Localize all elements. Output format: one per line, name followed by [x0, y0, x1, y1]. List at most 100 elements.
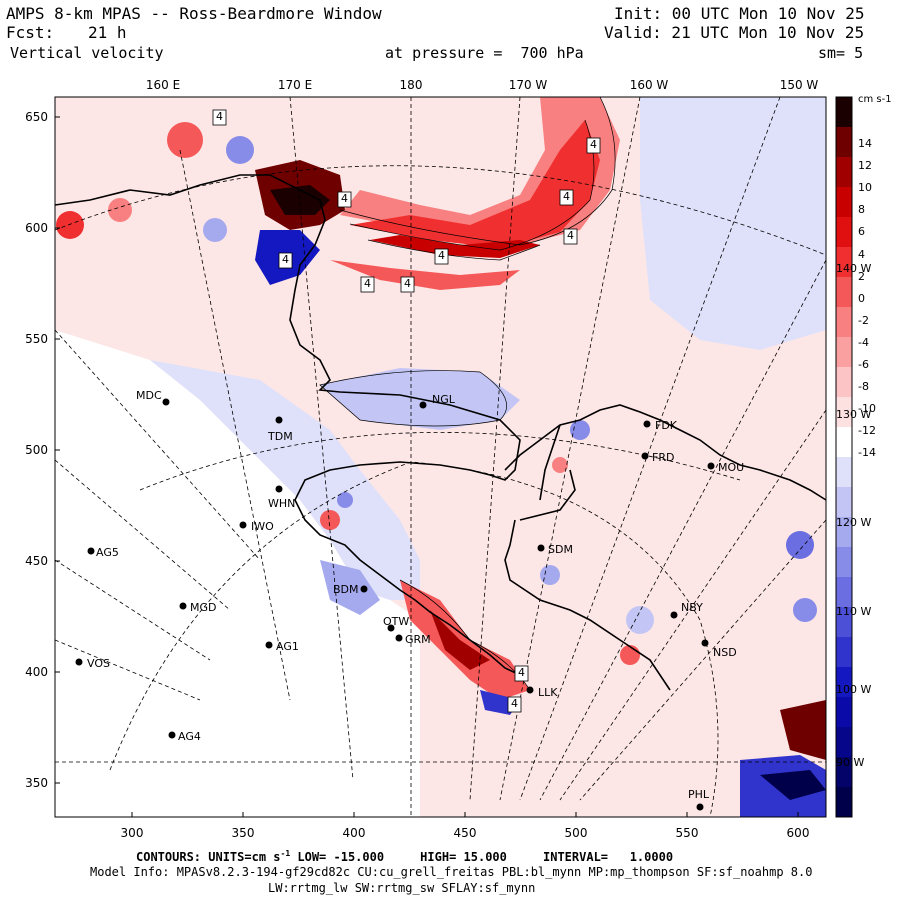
y-tick-label: 400	[25, 665, 48, 679]
colorbar-swatch	[836, 427, 852, 458]
contour-label: 4	[341, 192, 348, 205]
contour-label: 4	[563, 190, 570, 203]
colorbar-swatch	[836, 217, 852, 248]
station-dot-LLK	[526, 686, 534, 694]
y-tick-label: 350	[25, 776, 48, 790]
station-dot-AG4	[168, 731, 176, 739]
colorbar-label: 12	[858, 159, 872, 173]
colorbar-swatch	[836, 457, 852, 488]
colorbar-swatch	[836, 577, 852, 608]
station-label-MOU: MOU	[718, 461, 745, 474]
colorbar-swatch	[836, 757, 852, 788]
smoothing-value: sm= 5	[818, 44, 864, 62]
station-dot-AG5	[87, 547, 95, 555]
x-tick-label: 400	[342, 826, 366, 840]
station-dot-VOS	[75, 658, 83, 666]
colorbar-swatch	[836, 397, 852, 428]
colorbar-swatch	[836, 487, 852, 518]
station-dot-GRM	[395, 634, 403, 642]
colorbar-label: -2	[858, 313, 869, 327]
station-label-AG4: AG4	[178, 730, 201, 743]
station-dot-IWO	[239, 521, 247, 529]
colorbar-label: 4	[858, 247, 865, 261]
contour-label: 4	[404, 277, 411, 290]
colorbar-swatch	[836, 337, 852, 368]
station-label-BDM: BDM	[333, 583, 359, 596]
station-dot-SDM	[537, 544, 545, 552]
colorbar-swatch	[836, 307, 852, 338]
station-label-IWO: IWO	[251, 520, 274, 533]
y-tick-label: 650	[25, 110, 48, 124]
pressure-level: at pressure = 700 hPa	[385, 44, 584, 62]
station-dot-BDM	[360, 585, 368, 593]
station-dot-FDK	[643, 420, 651, 428]
station-label-MGD: MGD	[190, 601, 217, 614]
init-time: Init: 00 UTC Mon 10 Nov 25	[614, 4, 865, 23]
x-tick-label: 450	[453, 826, 477, 840]
x-tick-label: 500	[564, 826, 588, 840]
station-dot-NGL	[419, 401, 427, 409]
contour-label: 4	[567, 229, 574, 242]
contour-label-boxes	[212, 109, 601, 713]
station-dot-FRD	[641, 452, 649, 460]
colorbar-label: -6	[858, 358, 869, 371]
station-label-MDC: MDC	[136, 389, 162, 402]
station-label-OTW: OTW	[383, 615, 410, 628]
forecast-label: Fcst:	[6, 23, 55, 42]
plot-frame	[54, 96, 827, 818]
right-lon-label: 100 W	[836, 683, 872, 696]
colorbar-label: 6	[858, 225, 865, 239]
colorbar-label: 14	[858, 137, 872, 150]
contours-info: CONTOURS: UNITS=cm s-1 LOW= -15.000 HIGH…	[136, 849, 674, 864]
colorbar-swatch	[836, 367, 852, 398]
station-dot-MGD	[179, 602, 187, 610]
y-tick-label: 600	[25, 221, 48, 235]
colorbar-swatch	[836, 127, 852, 158]
right-lon-label: 90 W	[836, 756, 865, 769]
station-label-WHN: WHN	[268, 497, 296, 510]
colorbar-swatch	[836, 607, 852, 638]
station-label-PHL: PHL	[688, 788, 710, 801]
colorbar	[835, 96, 853, 818]
colorbar-swatch	[836, 697, 852, 728]
colorbar-swatch	[836, 277, 852, 308]
contour-label: 4	[590, 138, 597, 151]
colorbar-label: 10	[858, 181, 872, 195]
map-title: AMPS 8-km MPAS -- Ross-Beardmore Window	[6, 4, 382, 23]
tick-marks	[55, 116, 799, 817]
right-lon-label: 140 W	[836, 262, 872, 275]
station-dot-NBY	[670, 611, 678, 619]
right-lon-label: 120 W	[836, 516, 872, 529]
top-lon-label: 150 W	[779, 78, 819, 92]
colorbar-label: 0	[858, 291, 865, 305]
colorbar-label: -10	[858, 402, 876, 416]
x-tick-label: 600	[786, 826, 810, 840]
x-tick-label: 350	[231, 826, 255, 840]
station-label-AG5: AG5	[96, 546, 119, 559]
station-markers	[75, 398, 715, 811]
colorbar-label: -14	[858, 446, 876, 460]
colorbar-swatch	[836, 787, 852, 818]
station-label-GRM: GRM	[405, 633, 431, 646]
x-tick-label: 300	[120, 826, 144, 840]
colorbar-label: 2	[858, 269, 865, 283]
station-label-FDK: FDK	[655, 419, 678, 432]
y-tick-label: 500	[25, 443, 48, 457]
y-tick-label: 450	[25, 554, 48, 568]
right-lon-label: 110 W	[836, 605, 872, 618]
station-label-SDM: SDM	[548, 543, 573, 556]
contour-label: 4	[364, 277, 371, 290]
station-label-NSD: NSD	[713, 646, 737, 659]
colorbar-swatch	[836, 667, 852, 698]
colorbar-swatch	[836, 97, 852, 128]
model-info: Model Info: MPASv8.2.3-194-gf29cd82c CU:…	[90, 865, 813, 879]
colorbar-label: -4	[858, 335, 869, 349]
colorbar-label: -12	[858, 424, 876, 438]
graticule	[55, 97, 826, 817]
colorbar-swatch	[836, 157, 852, 188]
field-shading	[55, 97, 826, 817]
station-dot-MOU	[707, 462, 715, 470]
colorbar-swatch	[836, 547, 852, 578]
contour-label: 4	[438, 249, 445, 262]
station-label-VOS: VOS	[87, 657, 110, 670]
